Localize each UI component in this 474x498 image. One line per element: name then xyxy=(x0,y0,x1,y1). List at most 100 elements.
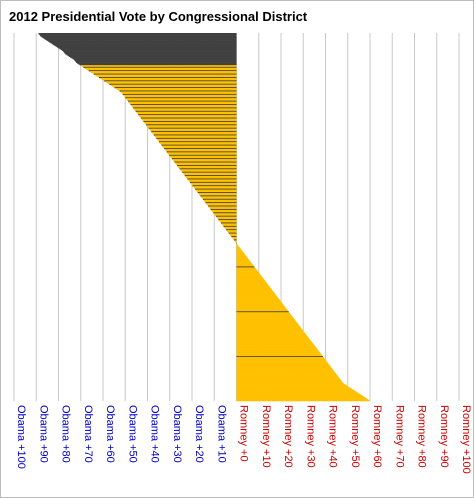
district-bar xyxy=(186,177,237,179)
district-bar xyxy=(236,308,287,310)
district-bar xyxy=(236,298,280,300)
district-bar xyxy=(210,208,237,210)
x-tick-label: Romney +100 xyxy=(460,405,472,474)
district-bar xyxy=(169,155,237,157)
district-bar xyxy=(236,302,282,304)
district-bar xyxy=(236,244,238,246)
district-bar xyxy=(175,163,237,165)
district-bar xyxy=(236,317,294,319)
district-bar xyxy=(231,236,237,238)
district-bar xyxy=(236,260,251,262)
district-bar xyxy=(236,346,316,348)
district-bar xyxy=(236,278,264,280)
district-bar xyxy=(236,274,261,276)
district-bar xyxy=(147,126,237,128)
district-bar xyxy=(236,335,307,337)
district-bar xyxy=(236,349,318,351)
district-bar xyxy=(236,379,342,381)
district-bar xyxy=(236,350,319,352)
district-bar xyxy=(122,93,237,95)
district-bar xyxy=(155,136,237,138)
district-bar xyxy=(111,85,237,87)
district-bar xyxy=(163,147,237,149)
district-bar xyxy=(236,310,289,312)
district-bar xyxy=(80,65,237,67)
district-bar xyxy=(214,214,237,216)
district-bar xyxy=(82,65,237,68)
district-bar xyxy=(192,185,237,187)
district-bar xyxy=(236,392,359,394)
district-bar xyxy=(92,72,237,74)
district-bar xyxy=(180,170,237,172)
district-bar xyxy=(137,112,237,114)
district-bar xyxy=(166,150,237,152)
district-bar xyxy=(62,49,237,52)
district-bar xyxy=(236,373,336,375)
district-bar xyxy=(236,357,325,360)
district-bar xyxy=(159,142,237,144)
district-bar xyxy=(236,314,292,316)
district-bar xyxy=(216,216,237,218)
district-bar xyxy=(236,315,293,317)
district-bar xyxy=(236,251,243,253)
district-bar xyxy=(59,48,237,50)
district-bar xyxy=(236,339,311,341)
district-bar xyxy=(125,97,237,99)
district-bar xyxy=(135,109,237,112)
district-bar xyxy=(236,389,354,391)
chart-title: 2012 Presidential Vote by Congressional … xyxy=(9,9,308,24)
district-bar xyxy=(197,192,237,194)
district-bar xyxy=(218,219,237,221)
district-bar xyxy=(217,218,237,220)
district-bar xyxy=(236,323,298,325)
district-bar xyxy=(236,250,243,252)
district-bar xyxy=(236,280,266,283)
district-bar xyxy=(236,295,277,297)
district-bar xyxy=(236,377,340,379)
district-bar xyxy=(236,261,251,263)
district-bar xyxy=(236,249,242,251)
district-bar xyxy=(236,269,258,272)
district-bar xyxy=(204,201,237,203)
district-bar xyxy=(236,378,340,380)
district-bar xyxy=(236,375,338,377)
district-bar xyxy=(195,189,237,191)
district-bar xyxy=(102,79,237,81)
district-bar xyxy=(236,359,326,361)
district-bar xyxy=(53,43,237,46)
district-bar xyxy=(220,222,237,224)
district-bar xyxy=(229,233,237,235)
district-bar xyxy=(130,104,237,106)
district-bar xyxy=(211,209,237,211)
district-bar xyxy=(236,360,327,362)
district-bar xyxy=(236,247,240,249)
district-bar xyxy=(219,219,237,222)
district-bar xyxy=(236,258,249,261)
district-bar xyxy=(177,165,237,167)
district-bar xyxy=(236,291,274,293)
district-bar xyxy=(236,351,320,353)
district-bar xyxy=(236,387,351,389)
district-bar xyxy=(236,384,347,387)
district-bar xyxy=(154,135,237,137)
district-bar xyxy=(63,51,237,53)
district-bar xyxy=(236,313,291,315)
district-bar xyxy=(188,180,237,182)
district-bar xyxy=(184,174,237,176)
district-bar xyxy=(236,362,328,364)
district-bar xyxy=(171,158,237,160)
district-bar xyxy=(123,94,237,96)
district-bar xyxy=(140,116,237,118)
district-bar xyxy=(236,331,305,333)
district-bar xyxy=(150,130,237,132)
district-bar xyxy=(70,56,237,58)
district-bar xyxy=(79,64,237,66)
district-bar xyxy=(236,259,250,261)
district-bar xyxy=(106,82,237,84)
x-tick-label: Romney +0 xyxy=(238,405,250,462)
district-bar xyxy=(196,190,237,192)
district-bar xyxy=(173,160,237,162)
district-bar xyxy=(200,196,237,198)
district-bar xyxy=(89,71,237,73)
district-bar xyxy=(236,309,288,311)
